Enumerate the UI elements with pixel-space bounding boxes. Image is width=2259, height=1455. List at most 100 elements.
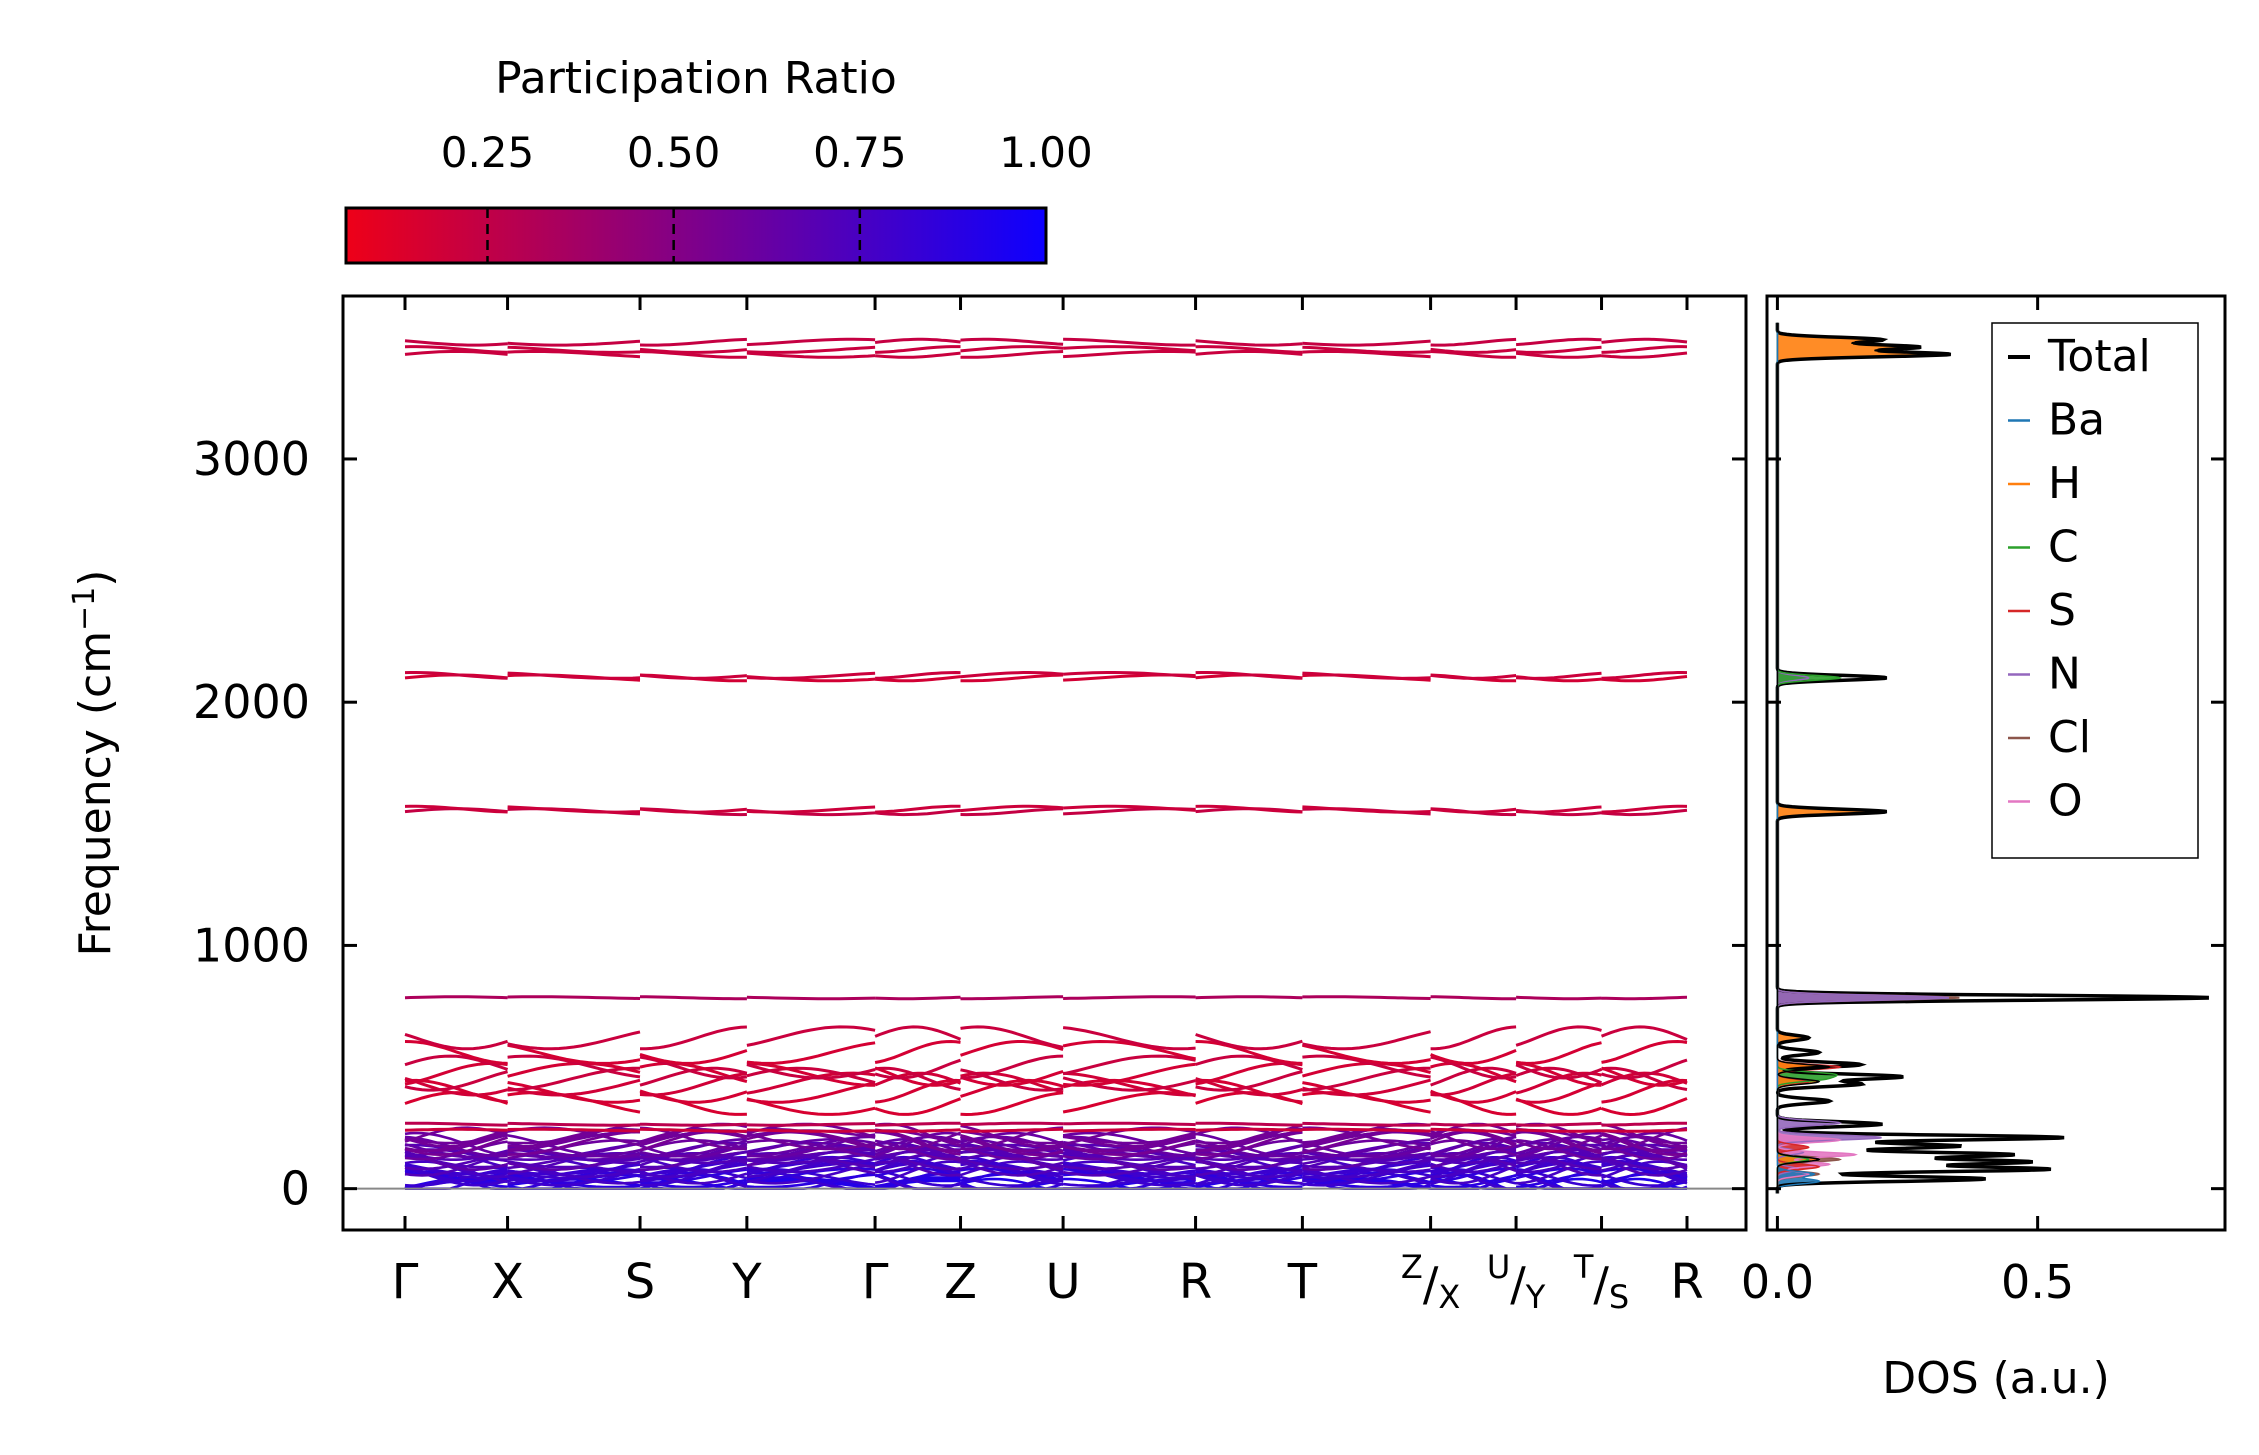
band-line — [874, 1039, 961, 1064]
kpoint-label: R — [1670, 1254, 1703, 1310]
band-line — [960, 671, 1064, 679]
band-line — [960, 1078, 1064, 1098]
dos-panel-frame — [1765, 294, 2227, 1232]
band-line — [874, 351, 961, 359]
band-line — [1516, 337, 1602, 347]
band-line — [1195, 1077, 1303, 1097]
band-line — [1430, 1135, 1517, 1158]
band-line — [404, 1054, 509, 1071]
band-line — [1515, 1081, 1602, 1104]
band-line — [404, 1076, 508, 1097]
legend-label-h: H — [2048, 458, 2081, 509]
band-line — [1195, 1171, 1303, 1187]
band-line — [1601, 1131, 1688, 1151]
dos-x-tick-label: 0.0 — [1741, 1255, 1814, 1309]
colorbar: Participation Ratio 0.25 0.50 0.75 1.00 — [344, 53, 1093, 265]
band-line — [1302, 995, 1431, 1000]
band-y-tick-label: 2000 — [193, 675, 310, 729]
band-line — [1601, 1097, 1688, 1117]
band-line — [1515, 1025, 1602, 1047]
band-line — [404, 1130, 509, 1148]
band-line — [960, 1054, 1064, 1080]
band-line — [639, 1127, 747, 1133]
band-line — [404, 1136, 508, 1157]
band-line — [1601, 671, 1688, 680]
band-line — [1516, 671, 1602, 680]
band-line — [874, 1139, 961, 1161]
band-line — [1516, 345, 1602, 354]
kpoint-label: R — [1179, 1254, 1212, 1310]
band-line — [639, 1122, 747, 1127]
band-line — [507, 1043, 641, 1065]
band-line — [639, 1156, 748, 1174]
band-line — [1062, 671, 1196, 679]
band-line — [1062, 1039, 1196, 1061]
kpoint-label-split: U/Y — [1487, 1248, 1546, 1316]
band-line — [1430, 337, 1517, 347]
band-line — [1062, 1133, 1196, 1148]
band-line — [1601, 1173, 1688, 1187]
band-line — [1601, 345, 1688, 354]
band-line — [1516, 995, 1602, 1001]
band-line — [874, 675, 961, 683]
colorbar-bar — [344, 206, 1048, 265]
band-line — [746, 1041, 876, 1065]
dos-fill-h — [1777, 322, 1946, 1194]
band-line — [1195, 1070, 1303, 1092]
band-line — [1302, 1160, 1431, 1179]
band-line — [639, 1139, 748, 1158]
band-line — [404, 671, 508, 680]
band-line — [507, 1168, 641, 1187]
band-line — [1601, 351, 1688, 359]
band-line — [1062, 1026, 1196, 1051]
kpoint-label: S — [625, 1254, 655, 1310]
band-line — [404, 1127, 508, 1132]
band-line — [874, 1071, 962, 1087]
band-line — [960, 1091, 1064, 1117]
band-line — [507, 805, 641, 814]
band-line — [1302, 1121, 1431, 1127]
band-line — [639, 1157, 748, 1179]
band-line — [1601, 1066, 1688, 1087]
band-line — [874, 808, 961, 817]
band-line — [1062, 1151, 1196, 1169]
band-line — [746, 345, 876, 354]
band-panel-ticks — [343, 296, 1746, 1230]
band-line — [1601, 337, 1688, 344]
band-line — [1302, 345, 1431, 354]
band-line — [1601, 995, 1688, 1001]
band-line — [1430, 347, 1517, 354]
band-line — [960, 350, 1064, 359]
band-line — [1601, 1078, 1688, 1104]
legend-label-s: S — [2048, 585, 2076, 636]
legend-label-ba: Ba — [2048, 395, 2105, 446]
band-line — [1195, 995, 1303, 1000]
band-line — [1195, 671, 1303, 680]
band-line — [1302, 1078, 1431, 1097]
band-line — [404, 345, 508, 354]
colorbar-tick-label: 0.75 — [813, 128, 907, 177]
dos-fill-n — [1777, 322, 1949, 1194]
dos-curve-n — [1776, 322, 1950, 1194]
dos-legend-frame — [1991, 322, 2199, 859]
band-line — [1195, 1054, 1303, 1072]
band-line — [746, 1063, 876, 1080]
band-y-tick-label: 1000 — [193, 918, 310, 972]
band-line — [507, 1127, 641, 1133]
band-line — [746, 1128, 876, 1133]
band-line — [1302, 339, 1431, 347]
band-line — [1302, 1043, 1431, 1065]
band-line — [1515, 1097, 1603, 1116]
band-line — [1516, 1160, 1602, 1185]
band-line — [875, 345, 961, 354]
kpoint-label: Y — [731, 1254, 762, 1310]
band-line — [960, 1025, 1064, 1049]
band-line — [746, 1122, 876, 1127]
band-line — [1302, 1127, 1431, 1133]
band-line — [1195, 339, 1303, 347]
band-line — [639, 347, 748, 354]
colorbar-tick-label: 1.00 — [999, 128, 1093, 177]
band-line — [1302, 1054, 1431, 1079]
